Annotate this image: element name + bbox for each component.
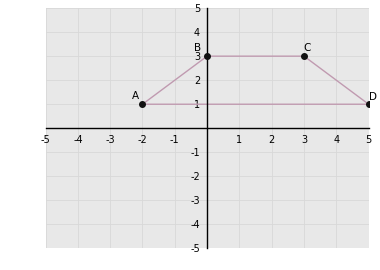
Text: A: A bbox=[132, 91, 139, 101]
Text: B: B bbox=[195, 43, 202, 53]
Text: C: C bbox=[303, 43, 310, 53]
Text: D: D bbox=[369, 92, 377, 102]
